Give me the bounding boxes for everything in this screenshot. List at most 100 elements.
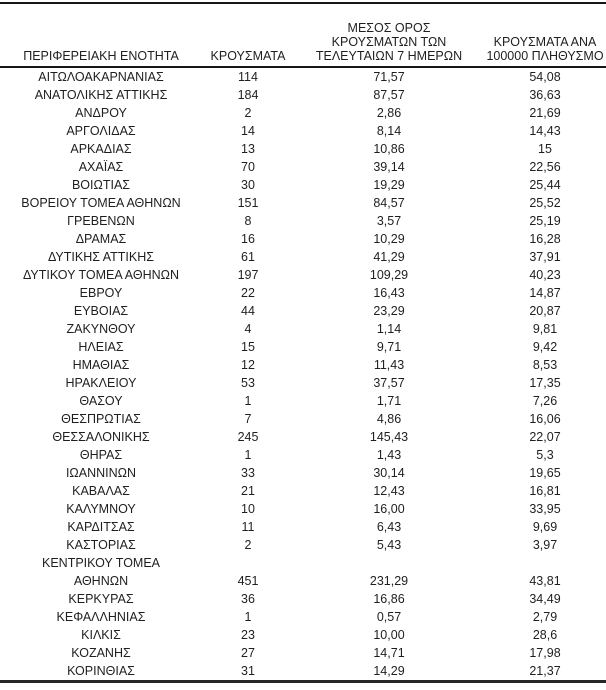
cases-cell: 8 [244, 214, 252, 228]
per100k-cell: 17,98 [529, 646, 561, 660]
table-row: ΚΕΡΚΥΡΑΣ 36 16,86 34,49 [0, 590, 606, 608]
avg7-cell: 41,29 [373, 250, 405, 264]
cases-cell: 23 [241, 628, 255, 642]
avg7-cell: 0,57 [376, 610, 402, 624]
cases-cell: 36 [241, 592, 255, 606]
table-row: ΓΡΕΒΕΝΩΝ 8 3,57 25,19 [0, 212, 606, 230]
table-row: ΑΝΑΤΟΛΙΚΗΣ ΑΤΤΙΚΗΣ 184 87,57 36,63 [0, 86, 606, 104]
avg7-cell: 2,86 [376, 106, 402, 120]
table-row: ΑΡΓΟΛΙΔΑΣ 14 8,14 14,43 [0, 122, 606, 140]
column-header-per100k: ΚΡΟΥΣΜΑΤΑ ΑΝΑ 100000 ΠΛΗΘΥΣΜΟ [486, 35, 604, 63]
avg7-cell: 14,71 [373, 646, 405, 660]
region-cell: ΔΡΑΜΑΣ [75, 232, 127, 246]
region-cell: ΚΑΣΤΟΡΙΑΣ [66, 538, 136, 552]
avg7-cell: 16,86 [373, 592, 405, 606]
table-row: ΚΕΝΤΡΙΚΟΥ ΤΟΜΕΑ ΑΘΗΝΩΝ 451 231,29 43,81 [0, 554, 606, 590]
table-row: ΚΕΦΑΛΛΗΝΙΑΣ 1 0,57 2,79 [0, 608, 606, 626]
cases-cell: 44 [241, 304, 255, 318]
table-row: ΚΑΡΔΙΤΣΑΣ 11 6,43 9,69 [0, 518, 606, 536]
avg7-cell: 8,14 [376, 124, 402, 138]
region-cell: ΒΟΡΕΙΟΥ ΤΟΜΕΑ ΑΘΗΝΩΝ [21, 196, 181, 210]
per100k-cell: 54,08 [529, 70, 561, 84]
avg7-cell: 231,29 [369, 574, 409, 588]
per100k-cell: 37,91 [529, 250, 561, 264]
region-cell: ΒΟΙΩΤΙΑΣ [71, 178, 131, 192]
avg7-cell: 10,29 [373, 232, 405, 246]
table-row: ΚΟΡΙΝΘΙΑΣ 31 14,29 21,37 [0, 662, 606, 682]
cases-cell: 114 [238, 70, 258, 84]
per100k-cell: 21,69 [529, 106, 561, 120]
table-row: ΔΥΤΙΚΟΥ ΤΟΜΕΑ ΑΘΗΝΩΝ 197 109,29 40,23 [0, 266, 606, 284]
per100k-cell: 33,95 [529, 502, 561, 516]
table-row: ΘΗΡΑΣ 1 1,43 5,3 [0, 446, 606, 464]
per100k-cell: 25,52 [529, 196, 561, 210]
region-cell: ΕΒΡΟΥ [79, 286, 123, 300]
per100k-cell: 9,42 [532, 340, 558, 354]
avg7-cell: 10,86 [373, 142, 405, 156]
avg7-cell: 145,43 [369, 430, 409, 444]
avg7-cell: 10,00 [373, 628, 405, 642]
cases-cell: 61 [241, 250, 255, 264]
region-cell: ΔΥΤΙΚΟΥ ΤΟΜΕΑ ΑΘΗΝΩΝ [22, 268, 180, 282]
table-row: ΚΑΛΥΜΝΟΥ 10 16,00 33,95 [0, 500, 606, 518]
region-cell: ΓΡΕΒΕΝΩΝ [67, 214, 135, 228]
table-row: ΒΟΡΕΙΟΥ ΤΟΜΕΑ ΑΘΗΝΩΝ 151 84,57 25,52 [0, 194, 606, 212]
table-row: ΖΑΚΥΝΘΟΥ 4 1,14 9,81 [0, 320, 606, 338]
header-row: ΠΕΡΙΦΕΡΕΙΑΚΗ ΕΝΟΤΗΤΑ ΚΡΟΥΣΜΑΤΑ ΜΕΣΟΣ ΟΡΟ… [0, 3, 606, 67]
per100k-cell: 19,65 [529, 466, 561, 480]
region-cell: ΚΟΡΙΝΘΙΑΣ [67, 664, 135, 678]
avg7-cell: 12,43 [373, 484, 405, 498]
table-row: ΗΡΑΚΛΕΙΟΥ 53 37,57 17,35 [0, 374, 606, 392]
per100k-cell: 22,07 [529, 430, 561, 444]
per100k-cell: 8,53 [532, 358, 558, 372]
per100k-cell: 16,81 [529, 484, 561, 498]
cases-cell: 10 [241, 502, 255, 516]
avg7-cell: 4,86 [376, 412, 402, 426]
region-cell: ΘΗΡΑΣ [79, 448, 123, 462]
cases-cell: 15 [241, 340, 255, 354]
region-cell: ΚΑΛΥΜΝΟΥ [66, 502, 136, 516]
avg7-cell: 11,43 [373, 358, 405, 372]
per100k-cell: 5,3 [536, 448, 554, 462]
avg7-cell: 39,14 [373, 160, 405, 174]
table-row: ΗΜΑΘΙΑΣ 12 11,43 8,53 [0, 356, 606, 374]
per100k-cell: 9,81 [532, 322, 558, 336]
avg7-cell: 84,57 [373, 196, 405, 210]
per100k-cell: 16,28 [529, 232, 561, 246]
avg7-cell: 1,14 [376, 322, 402, 336]
avg7-cell: 1,43 [376, 448, 402, 462]
per100k-cell: 25,19 [529, 214, 561, 228]
table-row: ΙΩΑΝΝΙΝΩΝ 33 30,14 19,65 [0, 464, 606, 482]
table-row: ΑΡΚΑΔΙΑΣ 13 10,86 15 [0, 140, 606, 158]
column-header-avg7days: ΜΕΣΟΣ ΟΡΟΣ ΚΡΟΥΣΜΑΤΩΝ ΤΩΝ ΤΕΛΕΥΤΑΙΩΝ 7 Η… [315, 21, 463, 63]
table-row: ΕΥΒΟΙΑΣ 44 23,29 20,87 [0, 302, 606, 320]
avg7-cell: 3,57 [376, 214, 402, 228]
per100k-cell: 9,69 [532, 520, 558, 534]
cases-cell: 151 [237, 196, 259, 210]
region-cell: ΚΙΛΚΙΣ [81, 628, 121, 642]
avg7-cell: 23,29 [373, 304, 405, 318]
avg7-cell: 30,14 [373, 466, 405, 480]
cases-cell: 2 [244, 106, 252, 120]
per100k-cell: 14,43 [529, 124, 561, 138]
avg7-cell: 87,57 [373, 88, 405, 102]
region-cell: ΔΥΤΙΚΗΣ ΑΤΤΙΚΗΣ [48, 250, 154, 264]
table-row: ΑΧΑΪΑΣ 70 39,14 22,56 [0, 158, 606, 176]
column-header-cases: ΚΡΟΥΣΜΑΤΑ [210, 49, 286, 63]
region-cell: ΕΥΒΟΙΑΣ [73, 304, 129, 318]
avg7-cell: 109,29 [369, 268, 409, 282]
cases-cell: 11 [241, 520, 255, 534]
avg7-cell: 5,43 [376, 538, 402, 552]
table-body: ΑΙΤΩΛΟΑΚΑΡΝΑΝΙΑΣ 114 71,57 54,08 ΑΝΑΤΟΛΙ… [0, 67, 606, 682]
per100k-cell: 2,79 [532, 610, 558, 624]
region-cell: ΖΑΚΥΝΘΟΥ [66, 322, 136, 336]
cases-cell: 4 [244, 322, 252, 336]
avg7-cell: 71,57 [373, 70, 405, 84]
table-row: ΔΥΤΙΚΗΣ ΑΤΤΙΚΗΣ 61 41,29 37,91 [0, 248, 606, 266]
region-cell: ΚΟΖΑΝΗΣ [71, 646, 131, 660]
region-cell: ΚΑΒΑΛΑΣ [72, 484, 130, 498]
table-row: ΑΝΔΡΟΥ 2 2,86 21,69 [0, 104, 606, 122]
per100k-cell: 40,23 [529, 268, 561, 282]
